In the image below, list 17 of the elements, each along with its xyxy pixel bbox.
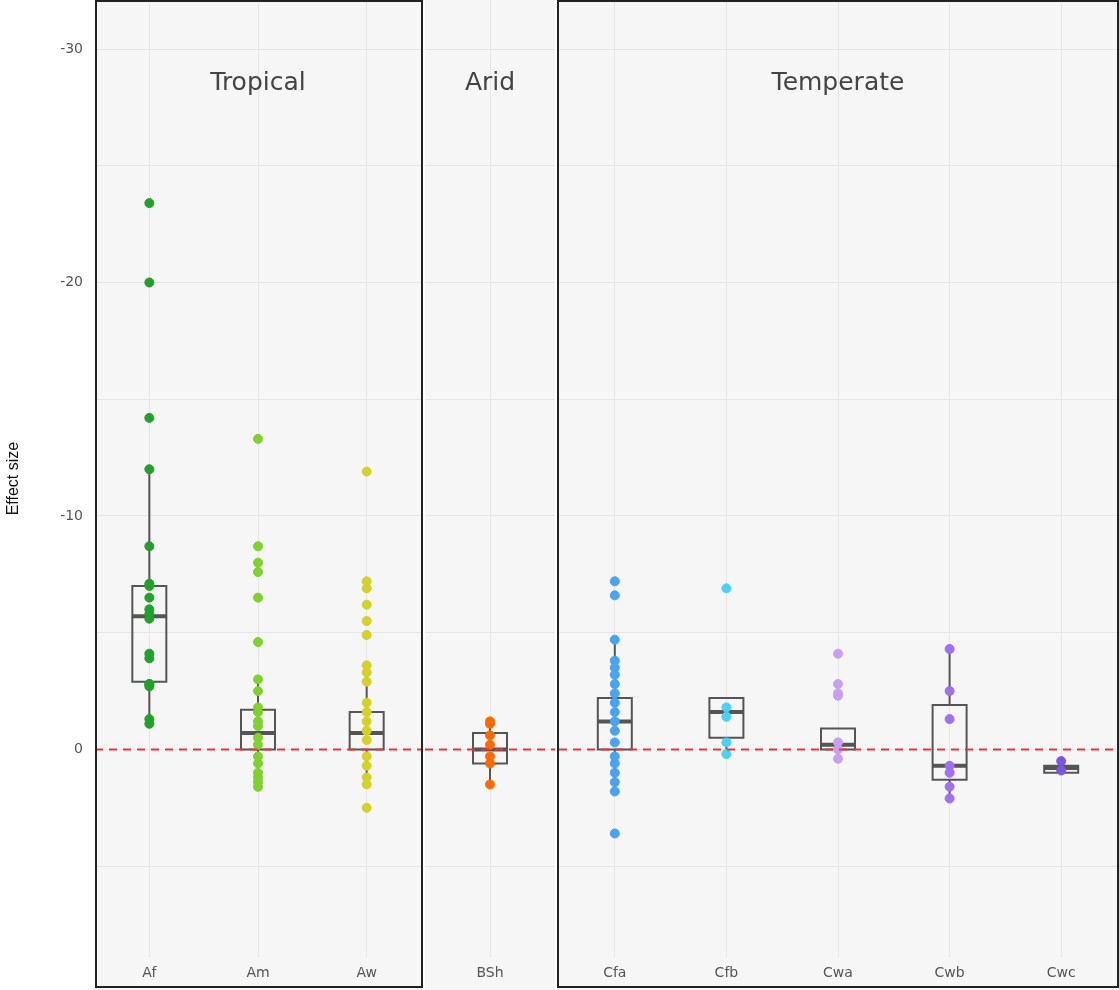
y-tick-label: 0 — [74, 740, 83, 757]
x-tick-label: Cwc — [1046, 964, 1076, 981]
x-tick-label: BSh — [476, 964, 504, 981]
y-axis-title: Effect size — [4, 441, 22, 516]
y-tick-label: -20 — [60, 273, 83, 290]
x-tick-label: Af — [142, 964, 158, 981]
text: Temperate — [770, 66, 905, 96]
x-tick-label: Cwa — [823, 964, 853, 981]
x-tick-label: Am — [246, 964, 270, 981]
x-tick-label: Cwb — [934, 964, 965, 981]
text: Arid — [464, 66, 516, 96]
text: Tropical — [209, 66, 306, 96]
x-tick-label: Cfb — [714, 964, 739, 981]
y-tick-label: -30 — [60, 39, 83, 56]
x-tick-label: Cfa — [603, 964, 627, 981]
x-tick-label: Aw — [356, 964, 377, 981]
y-tick-label: -10 — [60, 506, 83, 523]
